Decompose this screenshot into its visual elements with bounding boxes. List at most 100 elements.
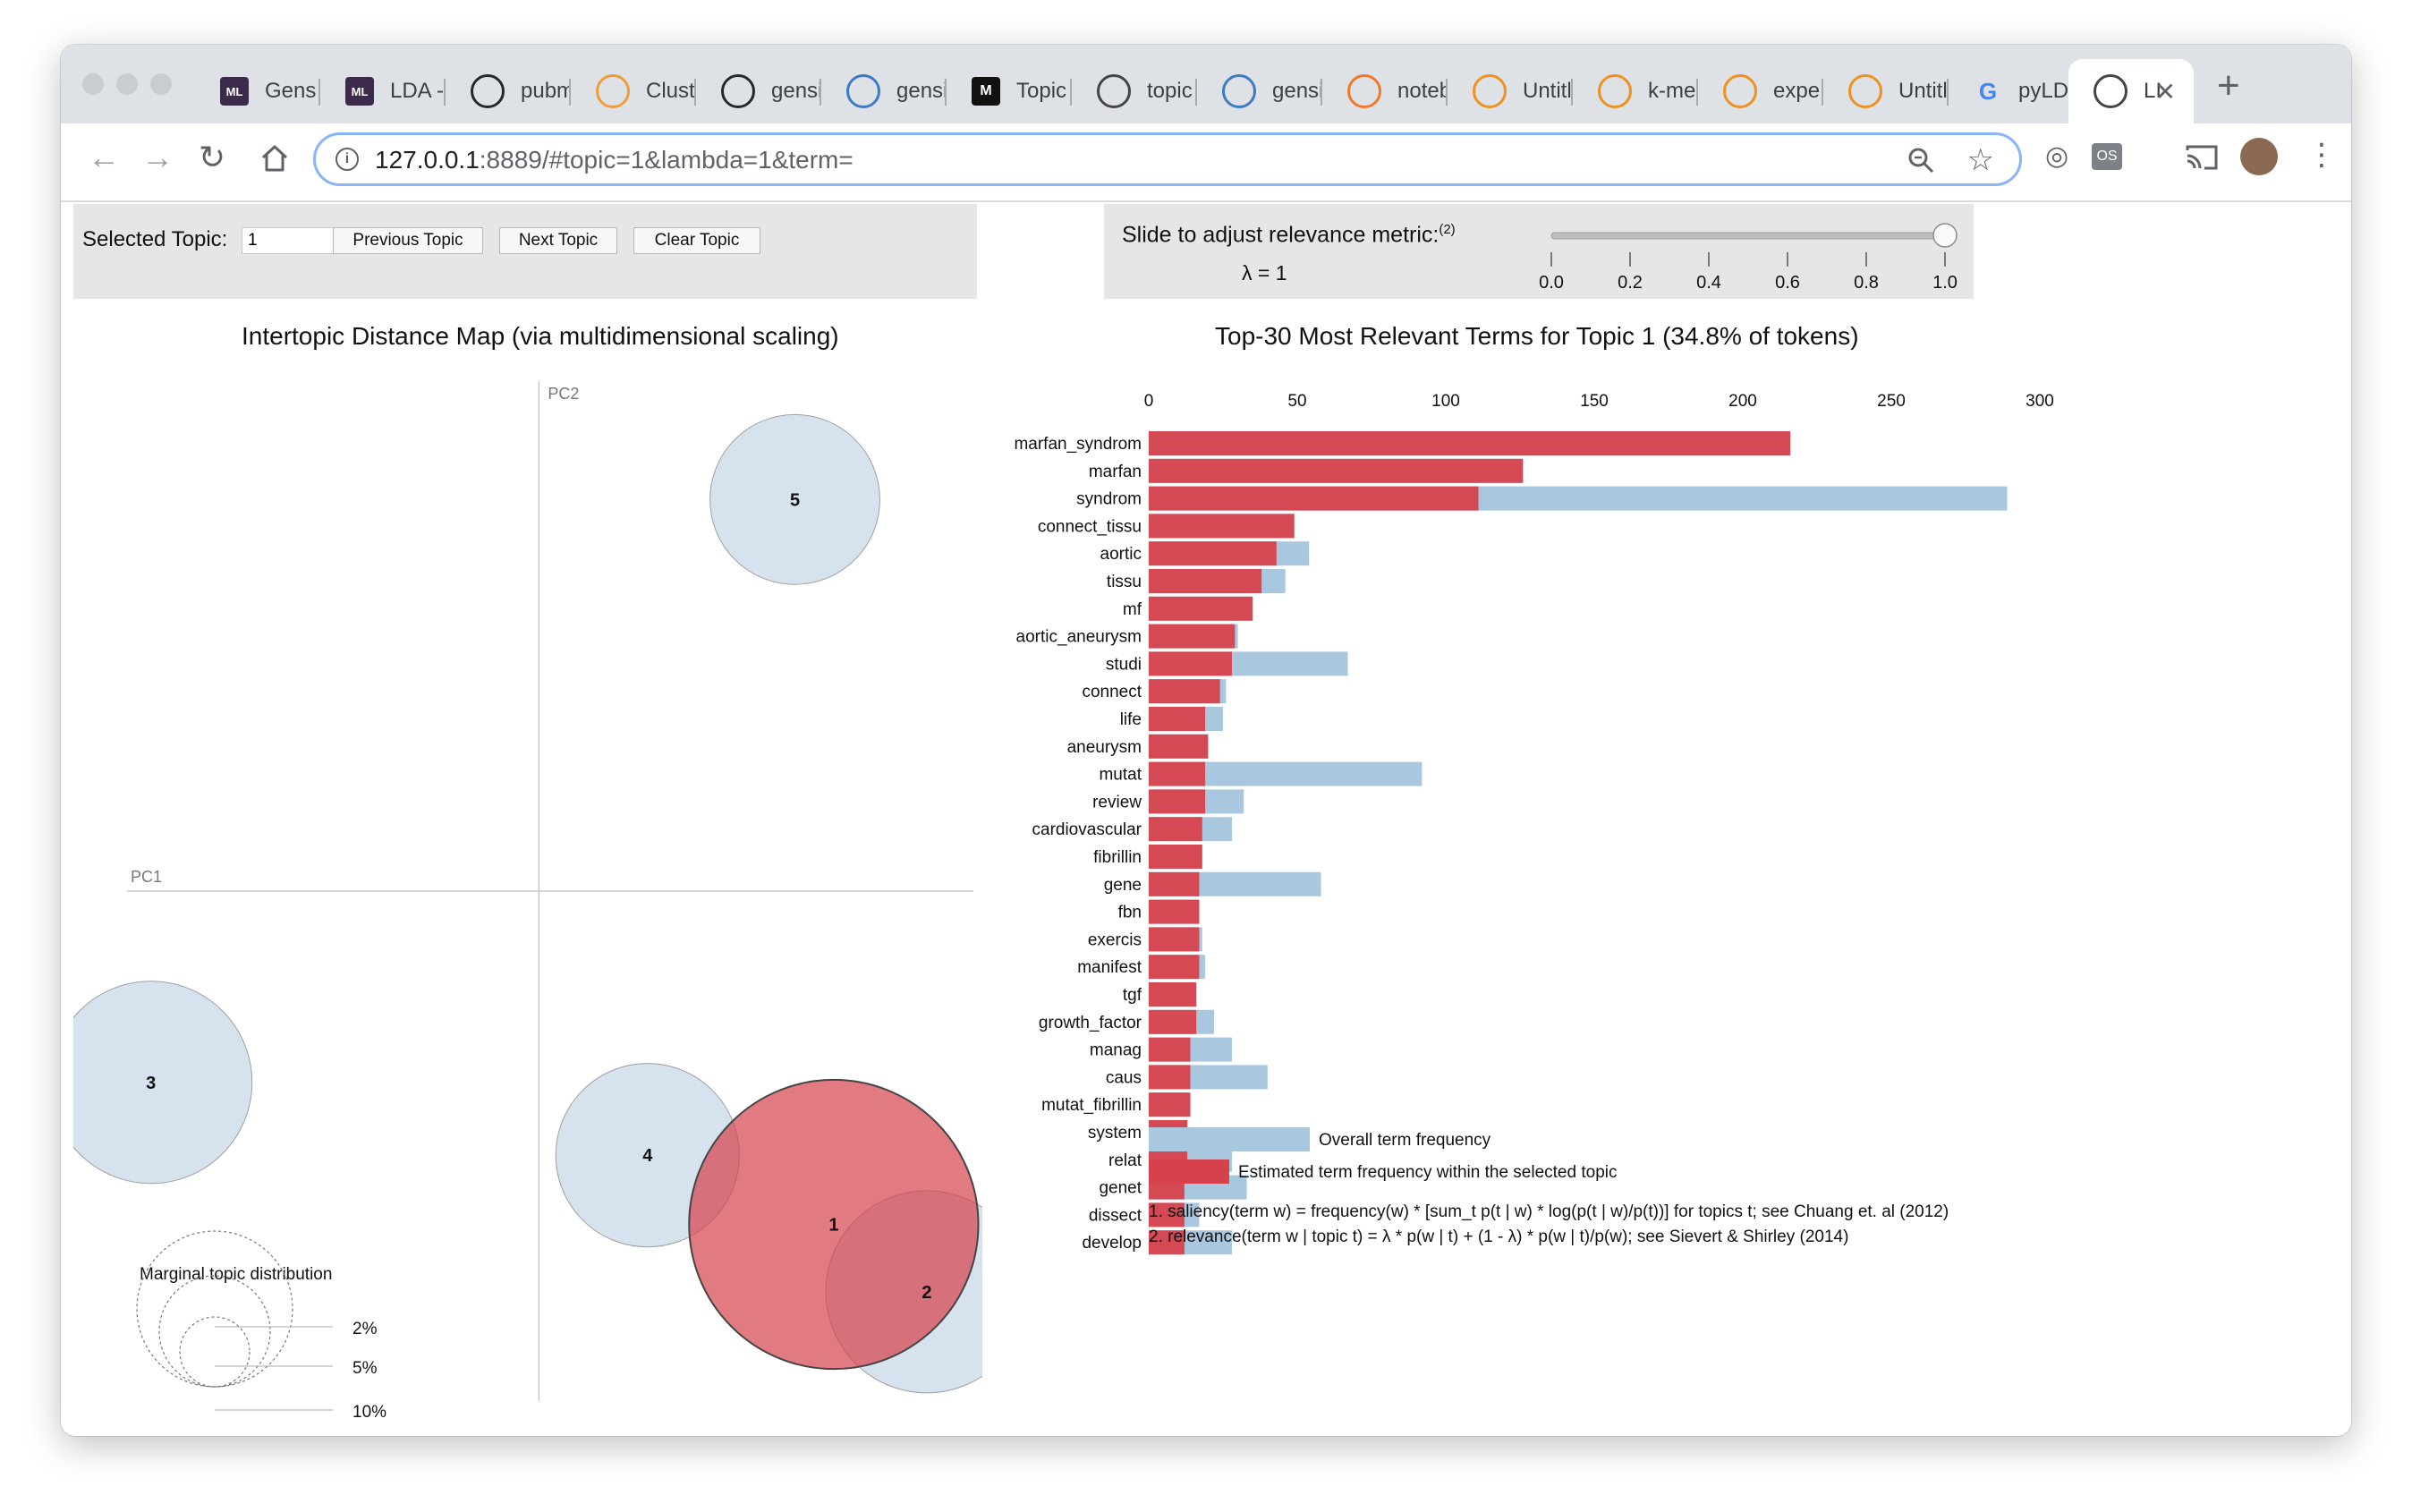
term-label[interactable]: review — [1092, 793, 1142, 811]
clear-topic-button[interactable]: Clear Topic — [633, 227, 760, 254]
topic-frequency-bar[interactable] — [1149, 1037, 1191, 1062]
term-label[interactable]: life — [1120, 710, 1142, 729]
term-label[interactable]: mf — [1123, 600, 1142, 619]
topic-frequency-bar[interactable] — [1149, 955, 1200, 980]
term-label[interactable]: tgf — [1123, 986, 1142, 1005]
browser-tab[interactable]: gensi — [821, 59, 947, 123]
term-label[interactable]: studi — [1106, 655, 1142, 674]
term-label[interactable]: mutat — [1099, 766, 1142, 785]
browser-tab[interactable]: Clust — [571, 59, 696, 123]
topic-frequency-bar[interactable] — [1149, 486, 1479, 511]
term-label[interactable]: fbn — [1118, 904, 1142, 922]
topic-frequency-bar[interactable] — [1149, 679, 1220, 704]
minimize-window-icon[interactable] — [116, 73, 138, 95]
topic-frequency-bar[interactable] — [1149, 1009, 1197, 1034]
term-label[interactable]: marfan_syndrom — [1014, 435, 1142, 454]
relevance-slider[interactable]: 0.0 0.2 0.4 0.6 0.8 1.0 — [1533, 213, 1963, 293]
topic-frequency-bar[interactable] — [1149, 927, 1200, 952]
term-label[interactable]: relat — [1108, 1151, 1142, 1170]
zoom-icon[interactable] — [1907, 146, 1935, 174]
extension-os-icon[interactable]: OS — [2092, 143, 2122, 170]
term-label[interactable]: marfan — [1089, 463, 1142, 481]
browser-tab[interactable]: ML Gens — [195, 59, 320, 123]
browser-tab[interactable]: Untitl — [1823, 59, 1949, 123]
term-label[interactable]: gene — [1104, 876, 1142, 895]
browser-tab[interactable]: LI ✕ — [2068, 59, 2194, 123]
term-label[interactable]: exercis — [1088, 930, 1142, 949]
term-label[interactable]: genet — [1099, 1179, 1142, 1198]
term-label[interactable]: develop — [1082, 1234, 1142, 1253]
topic-frequency-bar[interactable] — [1149, 789, 1206, 814]
slider-handle[interactable] — [1932, 223, 1958, 248]
topic-circle-3[interactable] — [61, 981, 253, 1185]
term-label[interactable]: fibrillin — [1093, 848, 1142, 867]
reload-icon[interactable]: ↻ — [199, 139, 226, 175]
topic-frequency-bar[interactable] — [1149, 541, 1277, 566]
back-icon[interactable]: ← — [88, 139, 120, 175]
close-tab-icon[interactable]: ✕ — [2154, 77, 2176, 106]
topic-frequency-bar[interactable] — [1149, 871, 1200, 896]
topic-frequency-bar[interactable] — [1149, 1202, 1185, 1227]
home-icon[interactable] — [259, 143, 290, 174]
topic-frequency-bar[interactable] — [1149, 982, 1197, 1007]
topic-frequency-bar[interactable] — [1149, 817, 1202, 842]
topic-circle-1[interactable] — [688, 1078, 980, 1371]
topic-frequency-bar[interactable] — [1149, 1092, 1191, 1117]
browser-tab[interactable]: topic — [1072, 59, 1197, 123]
term-label[interactable]: aortic — [1100, 545, 1142, 564]
term-label[interactable]: manifest — [1077, 958, 1142, 977]
term-label[interactable]: mutat_fibrillin — [1041, 1096, 1142, 1115]
browser-tab[interactable]: ML LDA - — [320, 59, 446, 123]
menu-dots-icon[interactable]: ⋮ — [2306, 138, 2337, 172]
term-label[interactable]: dissect — [1089, 1206, 1142, 1225]
extension-icon[interactable]: ◎ — [2045, 141, 2069, 171]
topic-circle-5[interactable] — [709, 413, 880, 585]
term-label[interactable]: tissu — [1107, 573, 1142, 591]
close-window-icon[interactable] — [82, 73, 104, 95]
browser-tab[interactable]: M Topic — [947, 59, 1072, 123]
topic-frequency-bar[interactable] — [1149, 514, 1295, 539]
term-label[interactable]: syndrom — [1076, 490, 1142, 509]
address-bar[interactable]: i 127.0.0.1:8889/#topic=1&lambda=1&term=… — [313, 132, 2022, 186]
term-label[interactable]: aortic_aneurysm — [1016, 628, 1142, 647]
topic-frequency-bar[interactable] — [1149, 624, 1236, 649]
topic-frequency-bar[interactable] — [1149, 1230, 1185, 1255]
topic-frequency-bar[interactable] — [1149, 651, 1232, 676]
term-label[interactable]: aneurysm — [1067, 738, 1142, 757]
topic-frequency-bar[interactable] — [1149, 1065, 1191, 1090]
cast-icon[interactable] — [2185, 143, 2219, 172]
site-info-icon[interactable]: i — [335, 148, 359, 171]
topic-frequency-bar[interactable] — [1149, 458, 1524, 483]
topic-frequency-bar[interactable] — [1149, 431, 1791, 455]
term-label[interactable]: system — [1088, 1124, 1142, 1142]
browser-tab[interactable]: gensi — [696, 59, 821, 123]
bookmark-star-icon[interactable]: ☆ — [1966, 143, 1994, 177]
next-topic-button[interactable]: Next Topic — [499, 227, 617, 254]
term-label[interactable]: caus — [1106, 1068, 1142, 1087]
term-label[interactable]: cardiovascular — [1032, 820, 1142, 839]
topic-frequency-bar[interactable] — [1149, 899, 1200, 924]
browser-tab[interactable]: Untitl — [1448, 59, 1573, 123]
term-label[interactable]: growth_factor — [1039, 1014, 1142, 1032]
term-label[interactable]: connect_tissu — [1038, 517, 1142, 536]
previous-topic-button[interactable]: Previous Topic — [333, 227, 483, 254]
topic-frequency-bar[interactable] — [1149, 761, 1206, 786]
topic-frequency-bar[interactable] — [1149, 734, 1209, 759]
term-label[interactable]: manag — [1090, 1041, 1142, 1060]
profile-avatar[interactable] — [2240, 138, 2278, 175]
topic-frequency-bar[interactable] — [1149, 596, 1253, 621]
forward-icon[interactable]: → — [141, 139, 174, 175]
browser-tab[interactable]: noteb — [1322, 59, 1448, 123]
new-tab-icon[interactable]: + — [2217, 64, 2240, 107]
browser-tab[interactable]: expe — [1698, 59, 1823, 123]
browser-tab[interactable]: pubm — [446, 59, 571, 123]
term-label[interactable]: connect — [1082, 683, 1142, 701]
slider-track[interactable] — [1550, 232, 1946, 240]
browser-tab[interactable]: gensi — [1197, 59, 1322, 123]
zoom-window-icon[interactable] — [150, 73, 172, 95]
topic-frequency-bar[interactable] — [1149, 569, 1262, 593]
browser-tab[interactable]: k-me — [1573, 59, 1698, 123]
topic-frequency-bar[interactable] — [1149, 707, 1206, 731]
topic-frequency-bar[interactable] — [1149, 845, 1202, 869]
